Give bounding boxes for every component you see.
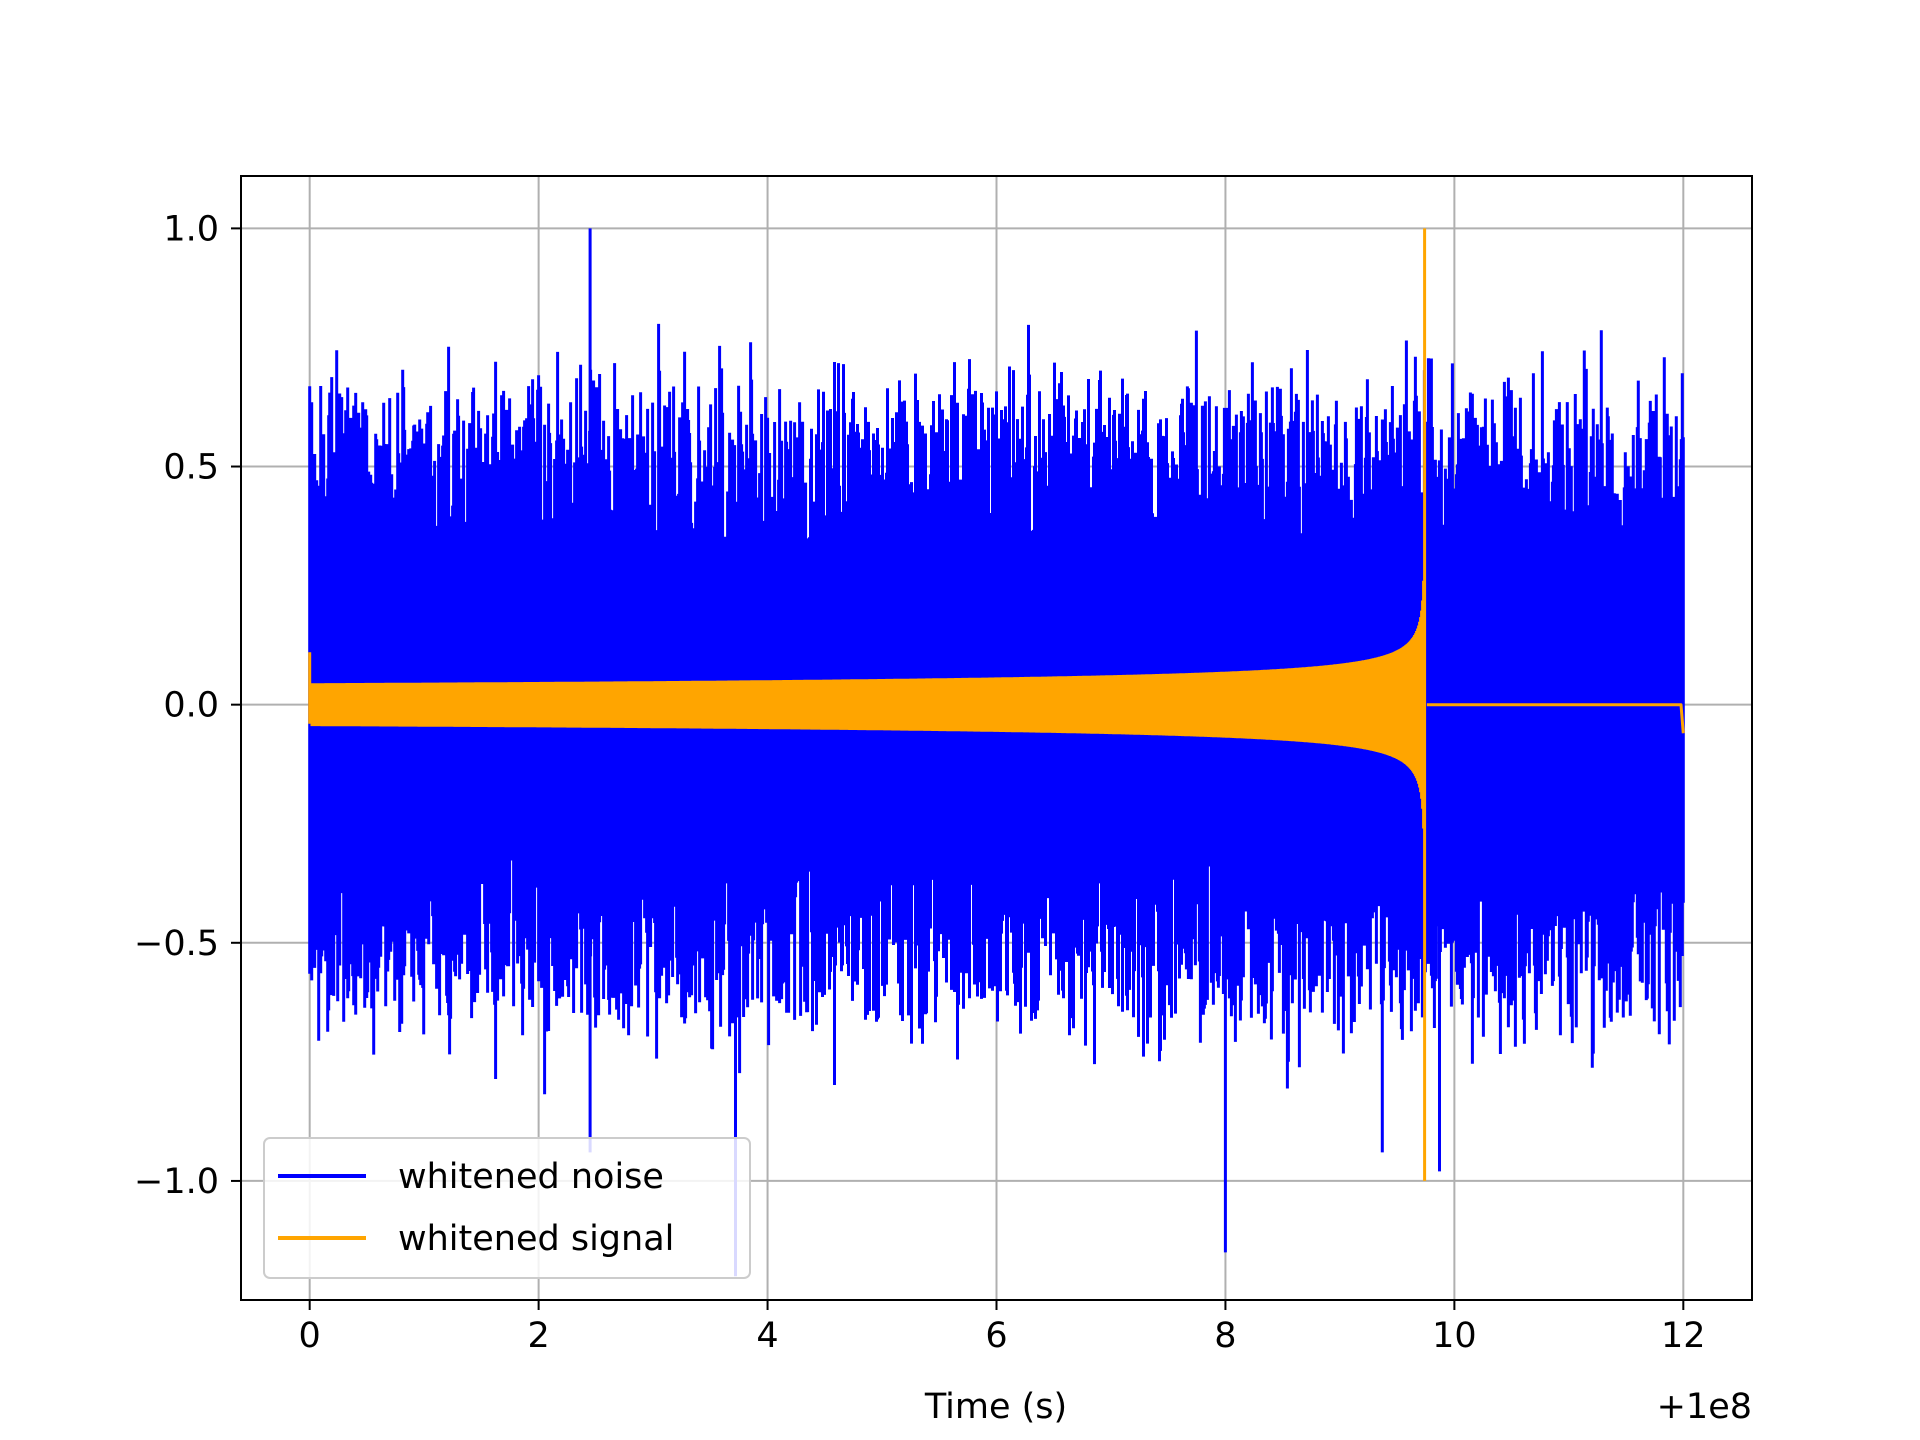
- x-tick-label: 2: [527, 1316, 549, 1356]
- legend-label-noise: whitened noise: [398, 1157, 664, 1197]
- series-whitened-signal: [308, 228, 1685, 1181]
- x-axis-label: Time (s): [924, 1387, 1067, 1427]
- legend: whitened noise whitened signal: [263, 1137, 751, 1279]
- y-tick-label: −1.0: [134, 1162, 219, 1202]
- x-tick-label: 10: [1432, 1316, 1477, 1356]
- series-layer: [308, 228, 1685, 1277]
- legend-label-signal: whitened signal: [398, 1219, 674, 1259]
- legend-box: [263, 1137, 751, 1279]
- x-offset-label: +1e8: [1657, 1387, 1752, 1427]
- ticks: 0 2 4 6 8 10 12 1.0 0.5 0.0 −0.5 −1.0: [134, 209, 1706, 1356]
- x-tick-label: 4: [756, 1316, 778, 1356]
- x-tick-label: 8: [1214, 1316, 1236, 1356]
- y-tick-label: 0.5: [163, 448, 219, 488]
- x-tick-label: 6: [985, 1316, 1007, 1356]
- y-tick-label: 1.0: [163, 209, 219, 249]
- x-tick-label: 12: [1661, 1316, 1706, 1356]
- y-tick-label: −0.5: [134, 924, 219, 964]
- y-tick-label: 0.0: [163, 686, 219, 726]
- x-tick-label: 0: [299, 1316, 321, 1356]
